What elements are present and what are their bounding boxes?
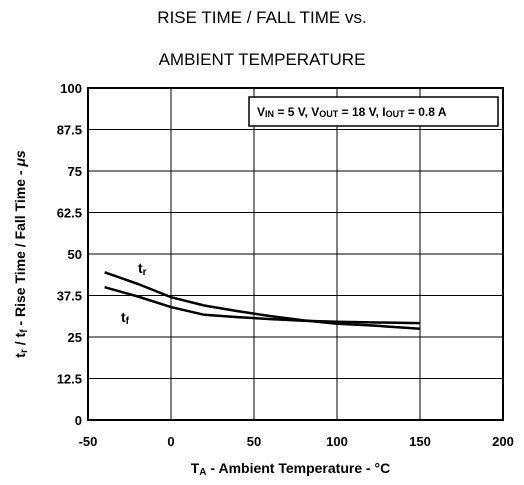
- y-axis-label: tr / tf - Rise Time / Fall Time - μs: [12, 150, 30, 358]
- y-tick-label: 50: [68, 247, 82, 262]
- y-tick-label: 75: [68, 164, 82, 179]
- y-tick-label: 87.5: [57, 123, 82, 138]
- conditions-box: VIN = 5 V, VOUT = 18 V, IOUT = 0.8 A: [248, 96, 499, 127]
- series-lines: tr tf: [104, 260, 421, 330]
- y-tick-label: 100: [60, 81, 82, 96]
- x-tick-label: -50: [79, 434, 98, 449]
- chart-title-line1: RISE TIME / FALL TIME vs.: [157, 8, 367, 27]
- plot-frame: [87, 87, 504, 421]
- x-tick-label: 100: [326, 434, 348, 449]
- y-tick-label: 37.5: [57, 289, 82, 304]
- series-label-tf: tf: [121, 309, 130, 327]
- series-line-tr: [104, 271, 421, 330]
- chart-title-line2: AMBIENT TEMPERATURE: [158, 50, 366, 69]
- x-tick-label: 50: [247, 434, 261, 449]
- conditions-text: VIN = 5 V, VOUT = 18 V, IOUT = 0.8 A: [257, 105, 447, 119]
- y-tick-label: 25: [68, 330, 82, 345]
- x-tick-label: 200: [492, 434, 514, 449]
- conditions-box-frame: [248, 96, 499, 127]
- y-tick-label: 0: [75, 413, 82, 428]
- x-tick-label: 150: [409, 434, 431, 449]
- x-axis-label: TA - Ambient Temperature - °C: [191, 460, 391, 478]
- y-tick-label: 12.5: [57, 372, 82, 387]
- series-line-tf: [104, 285, 421, 325]
- x-tick-labels: -50 0 50 100 150 200: [79, 434, 514, 449]
- y-tick-label: 62.5: [57, 206, 82, 221]
- series-label-tr: tr: [138, 260, 147, 278]
- y-tick-labels: 0 12.5 25 37.5 50 62.5 75 87.5 100: [57, 81, 82, 428]
- x-tick-label: 0: [167, 434, 174, 449]
- grid: [87, 87, 504, 421]
